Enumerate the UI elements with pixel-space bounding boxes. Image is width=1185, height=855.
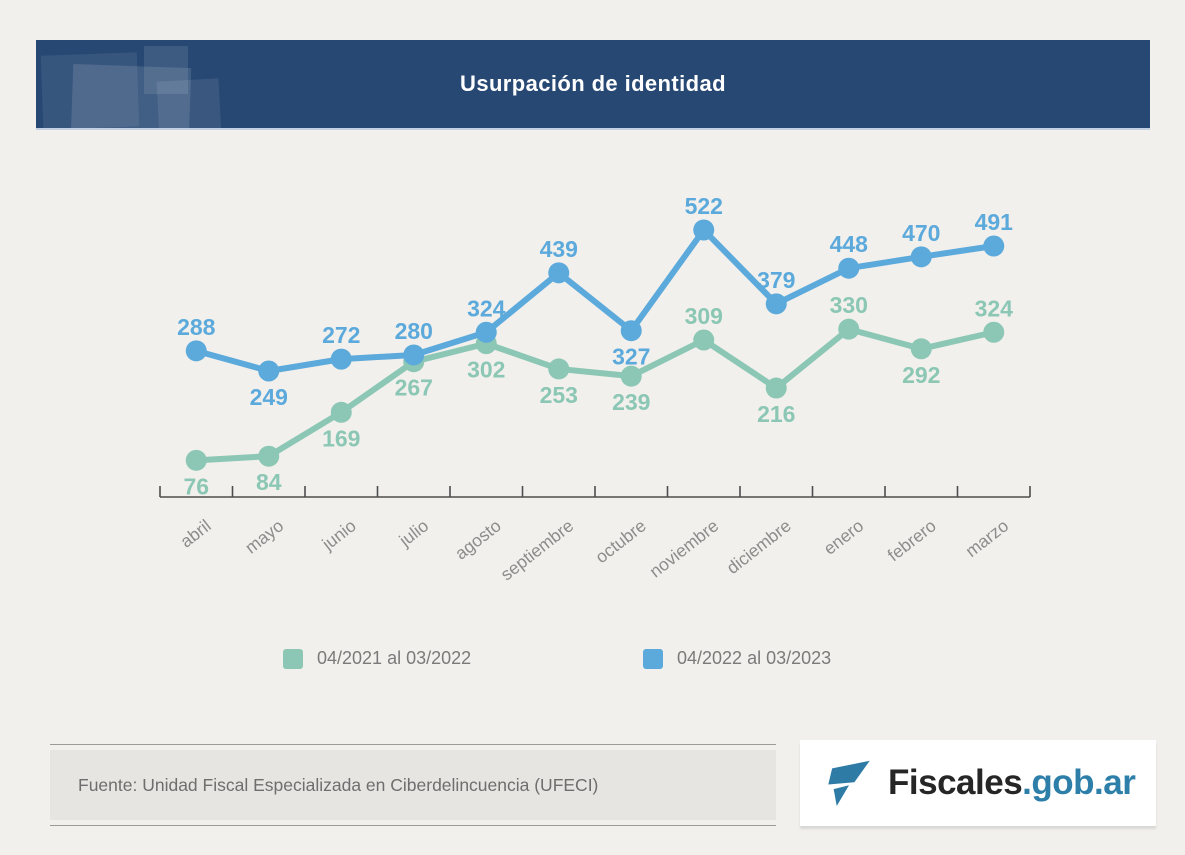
data-point — [765, 377, 787, 399]
data-point — [258, 445, 280, 467]
fiscales-logo-icon — [828, 760, 870, 806]
series-line-0 — [193, 326, 997, 464]
data-point — [910, 246, 932, 268]
data-label: 439 — [540, 236, 578, 262]
data-point — [185, 449, 207, 471]
data-label: 522 — [685, 193, 723, 219]
data-point — [765, 293, 787, 315]
x-axis-label: junio — [317, 515, 359, 554]
data-point — [475, 321, 497, 343]
legend-label: 04/2021 al 03/2022 — [317, 648, 472, 668]
x-axis-label: octubre — [591, 515, 649, 567]
data-label: 169 — [322, 425, 360, 451]
data-point — [548, 262, 570, 284]
data-label: 239 — [612, 389, 650, 415]
data-label: 292 — [902, 362, 940, 388]
data-label: 84 — [256, 469, 282, 495]
series-line-1 — [193, 226, 997, 374]
data-point — [910, 338, 932, 360]
x-axis-label: julio — [395, 515, 433, 551]
data-point — [548, 358, 570, 380]
data-label: 330 — [830, 292, 868, 318]
data-point — [330, 348, 352, 370]
data-label: 327 — [612, 344, 650, 370]
source-box: Fuente: Unidad Fiscal Especializada en C… — [50, 744, 776, 826]
data-label: 249 — [250, 384, 288, 410]
data-label: 324 — [975, 295, 1014, 321]
data-point — [693, 219, 715, 241]
data-point — [185, 340, 207, 362]
data-label: 302 — [467, 357, 505, 383]
data-label: 470 — [902, 220, 940, 246]
x-axis-label: febrero — [884, 515, 940, 565]
data-label: 448 — [830, 231, 869, 257]
data-label: 491 — [975, 209, 1014, 235]
data-point — [258, 360, 280, 382]
x-axis-label: abril — [176, 515, 214, 551]
fiscales-logo: Fiscales.gob.ar — [800, 740, 1156, 826]
data-label: 267 — [395, 375, 433, 401]
legend-item-2021-2022: 04/2021 al 03/2022 — [283, 648, 471, 669]
x-axis-label: septiembre — [497, 515, 578, 584]
header-decoration — [144, 46, 188, 94]
data-label: 379 — [757, 267, 795, 293]
data-label: 324 — [467, 295, 506, 321]
data-label: 309 — [685, 303, 723, 329]
legend-item-2022-2023: 04/2022 al 03/2023 — [643, 648, 831, 669]
x-axis-label: mayo — [241, 515, 287, 557]
fiscales-logo-text: Fiscales.gob.ar — [888, 763, 1136, 803]
data-point — [693, 329, 715, 351]
data-point — [838, 318, 860, 340]
x-axis-label: noviembre — [646, 515, 723, 581]
data-label: 272 — [322, 322, 360, 348]
legend-swatch-green — [283, 648, 303, 669]
data-label: 288 — [177, 314, 216, 340]
logo-text-accent: .gob.ar — [1022, 763, 1136, 802]
logo-text-dark: Fiscales — [888, 763, 1023, 802]
x-axis-label: diciembre — [723, 515, 795, 577]
source-inner: Fuente: Unidad Fiscal Especializada en C… — [50, 750, 776, 820]
data-point — [838, 257, 860, 279]
x-axis-label: agosto — [451, 515, 505, 563]
header-decoration — [156, 78, 222, 128]
x-axis-label: enero — [820, 515, 868, 558]
data-label: 76 — [183, 473, 209, 499]
data-label: 280 — [395, 318, 433, 344]
data-point — [620, 320, 642, 342]
legend-swatch-blue — [643, 648, 663, 669]
x-axis-label: marzo — [962, 515, 1013, 561]
data-point — [983, 321, 1005, 343]
data-point — [620, 365, 642, 387]
data-label: 253 — [540, 382, 578, 408]
data-point — [983, 235, 1005, 257]
page-title: Usurpación de identidad — [460, 71, 726, 96]
data-point — [403, 344, 425, 366]
legend-label: 04/2022 al 03/2023 — [677, 648, 832, 668]
data-point — [330, 401, 352, 423]
chart-header: Usurpación de identidad — [36, 40, 1150, 128]
data-label: 216 — [757, 401, 795, 427]
source-text: Fuente: Unidad Fiscal Especializada en C… — [78, 774, 599, 795]
